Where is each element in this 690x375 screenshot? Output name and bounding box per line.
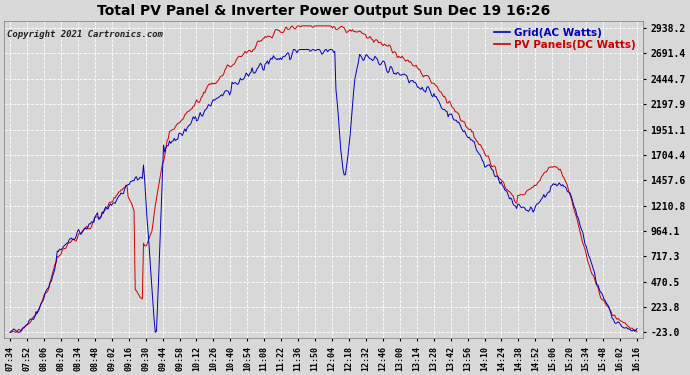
- Legend: Grid(AC Watts), PV Panels(DC Watts): Grid(AC Watts), PV Panels(DC Watts): [492, 26, 638, 52]
- Text: Copyright 2021 Cartronics.com: Copyright 2021 Cartronics.com: [8, 30, 164, 39]
- Title: Total PV Panel & Inverter Power Output Sun Dec 19 16:26: Total PV Panel & Inverter Power Output S…: [97, 4, 550, 18]
